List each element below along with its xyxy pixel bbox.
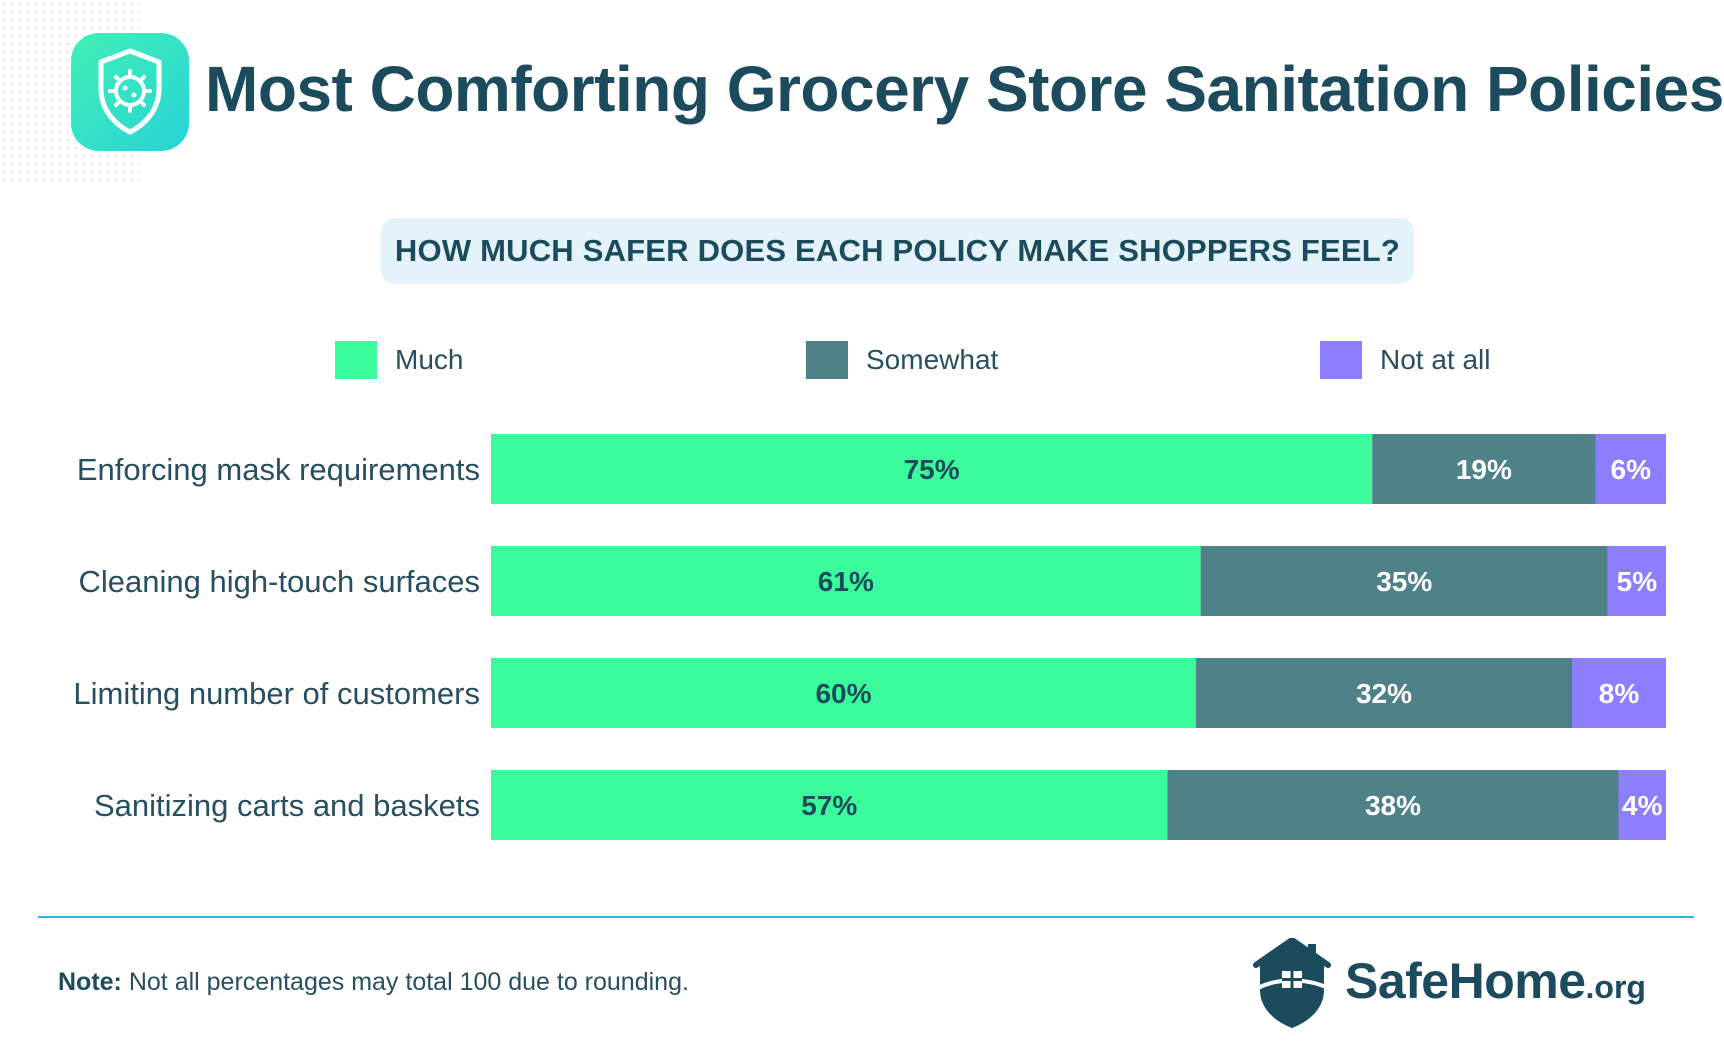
data-label: 5% [1617,566,1658,597]
footer-divider [38,916,1694,918]
bar-segment-somewhat [1372,434,1596,504]
data-label: 6% [1611,454,1652,485]
legend-item-somewhat: Somewhat [806,340,998,380]
logo-wordmark: SafeHome.org [1345,952,1646,1010]
data-label: 19% [1456,454,1512,485]
bar-segment-not-at-all [1572,658,1666,728]
bar-segment-much [491,770,1168,840]
footnote-label: Note: [58,968,122,996]
shield-virus-icon [98,48,162,135]
legend-label-not-at-all: Not at all [1380,344,1491,375]
bar-segment-much [491,434,1373,504]
data-label: 32% [1356,678,1412,709]
footnote-text: Not all percentages may total 100 due to… [128,968,689,996]
bar-segment-not-at-all [1607,546,1666,616]
data-label: 75% [904,454,960,485]
legend-swatch-not-at-all [1320,341,1362,379]
logo-tld: .org [1585,969,1646,1005]
safehome-logo[interactable]: SafeHome.org [1252,938,1672,1030]
data-label: 38% [1365,790,1421,821]
legend-item-much: Much [335,340,463,380]
data-label: 57% [801,790,857,821]
bar-segment-much [491,546,1201,616]
footnote: Note: Not all percentages may total 100 … [58,968,689,997]
data-label: 4% [1622,790,1663,821]
header-badge [71,33,189,151]
legend-label-much: Much [395,344,464,375]
data-label: 60% [815,678,871,709]
legend-label-somewhat: Somewhat [866,344,999,375]
data-label: 35% [1376,566,1432,597]
bar-segment-somewhat [1200,546,1608,616]
page-title: Most Comforting Grocery Store Sanitation… [205,53,1724,125]
house-shield-icon [1253,938,1331,1028]
data-label: 8% [1599,678,1640,709]
bar-segment-much [491,658,1196,728]
category-label: Enforcing mask requirements [77,452,480,487]
stacked-bar-chart: Enforcing mask requirements 75% 19% 6% Clean… [73,434,1666,840]
bar-segment-not-at-all [1618,770,1666,840]
logo-name: SafeHome [1345,953,1586,1009]
legend-swatch-somewhat [806,341,848,379]
category-label: Sanitizing carts and baskets [94,788,480,823]
bar-segment-somewhat [1196,658,1572,728]
legend-item-not-at-all: Not at all [1320,340,1491,380]
data-label: 61% [818,566,874,597]
category-label: Cleaning high-touch surfaces [78,564,480,599]
chart-subtitle: HOW MUCH SAFER DOES EACH POLICY MAKE SHO… [381,218,1414,284]
legend-swatch-much [335,341,377,379]
category-label: Limiting number of customers [73,676,480,711]
bar-segment-somewhat [1167,770,1619,840]
bar-segment-not-at-all [1595,434,1666,504]
